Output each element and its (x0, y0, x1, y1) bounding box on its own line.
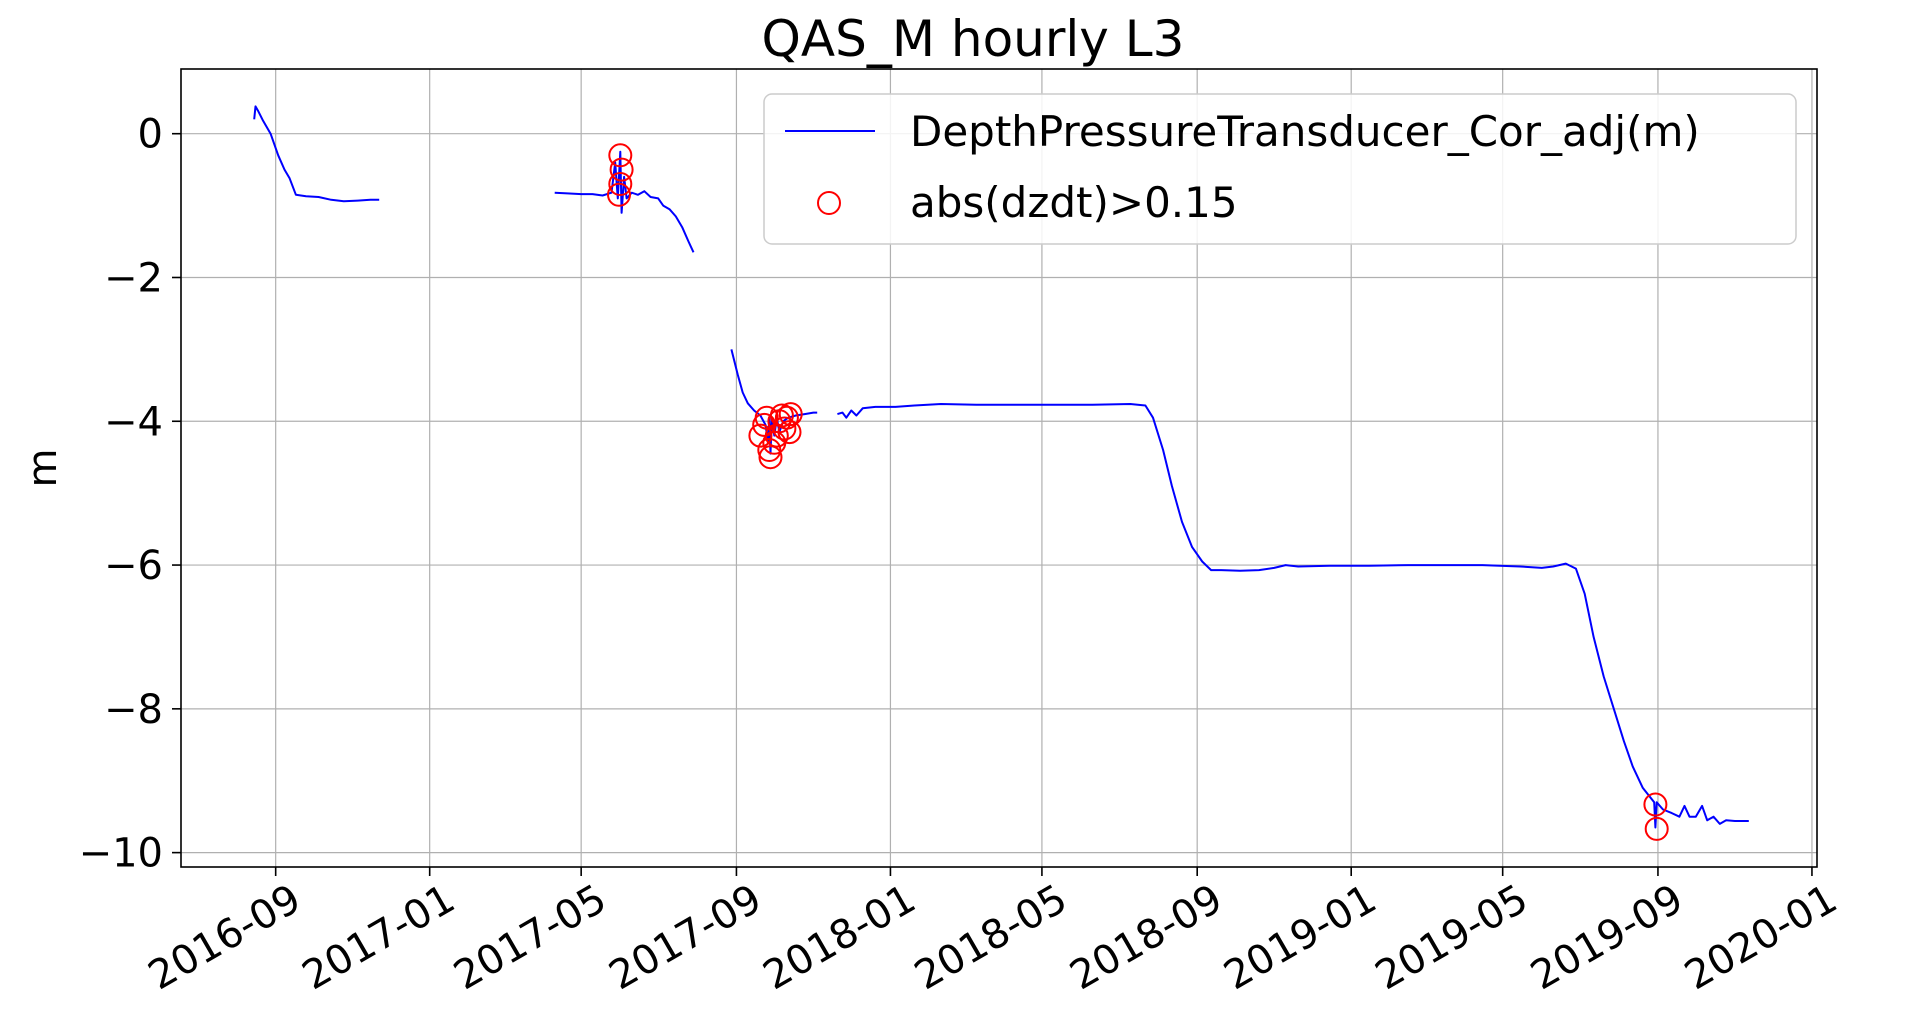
legend-box (763, 93, 1797, 245)
legend-entry-depth: DepthPressureTransducer_Cor_adj(m) (910, 107, 1700, 156)
dzdt-marker (774, 405, 799, 430)
y-tick-label: −2 (104, 255, 163, 301)
depth-series-line (837, 403, 1749, 829)
y-axis: 0 −2 −4 −6 −8 −10 (79, 112, 181, 877)
dzdt-marker (608, 172, 633, 196)
depth-series-line (554, 150, 695, 253)
plot-frame (180, 68, 1818, 868)
dzdt-marker (609, 157, 634, 182)
plot-area (253, 105, 1749, 841)
dzdt-marker (757, 438, 782, 462)
legend: DepthPressureTransducer_Cor_adj(m) abs(d… (763, 93, 1797, 245)
dzdt-marker (608, 143, 633, 168)
y-tick-label: 0 (138, 112, 163, 158)
y-tick-label: −10 (79, 831, 163, 877)
depth-series-line (253, 105, 380, 203)
dzdt-marker (778, 402, 803, 427)
y-axis-label: m (20, 449, 66, 488)
dzdt-marker (777, 420, 802, 445)
dzdt-marker (1643, 792, 1668, 817)
y-tick-label: −8 (104, 687, 163, 733)
dzdt-marker (748, 423, 773, 448)
dzdt-marker (758, 445, 783, 470)
dzdt-marker (607, 182, 631, 207)
chart-title: QAS_M hourly L3 (762, 10, 1185, 68)
dzdt-marker (754, 405, 779, 430)
legend-marker-swatch (817, 191, 841, 215)
y-tick-label: −4 (104, 399, 163, 445)
dzdt-marker (772, 416, 797, 441)
dzdt-marker (1644, 816, 1669, 841)
legend-entry-dzdt: abs(dzdt)>0.15 (910, 178, 1238, 227)
y-tick-label: −6 (104, 543, 163, 589)
